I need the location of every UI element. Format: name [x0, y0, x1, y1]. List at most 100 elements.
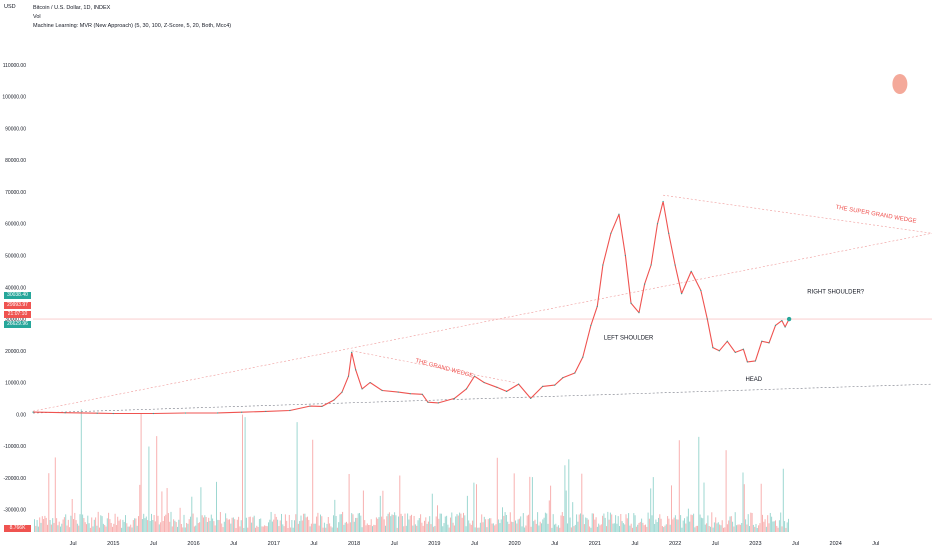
volume-bar	[446, 515, 448, 532]
volume-bar	[127, 526, 129, 532]
volume-bar	[347, 523, 349, 532]
chart-annotation[interactable]: RIGHT SHOULDER?	[807, 290, 865, 296]
symbol-label[interactable]: Bitcoin / U.S. Dollar, 1D, INDEX	[33, 5, 111, 11]
volume-bar	[674, 515, 676, 532]
price-point	[761, 340, 763, 342]
volume-bar	[140, 413, 142, 532]
volume-bar	[751, 512, 753, 532]
volume-bar	[34, 519, 35, 532]
volume-bar	[544, 512, 546, 532]
volume-bar	[425, 517, 427, 532]
volume-bar	[408, 519, 410, 532]
chart-annotation[interactable]: THE GRAND WEDGE	[415, 358, 474, 379]
volume-bar	[138, 516, 139, 532]
volume-bar	[699, 514, 701, 532]
trend-line[interactable]	[32, 383, 932, 414]
volume-bar	[232, 517, 234, 532]
volume-bar	[587, 519, 589, 532]
volume-bar	[444, 516, 446, 532]
volume-bar	[616, 523, 618, 532]
volume-bar	[255, 527, 256, 532]
volume-bar	[581, 473, 583, 532]
volume-bar	[190, 516, 191, 532]
volume-bar	[677, 519, 679, 532]
volume-bar	[346, 521, 347, 532]
volume-bar	[147, 520, 149, 532]
volume-bar	[778, 520, 780, 532]
y-tick-label: 90000.00	[5, 126, 26, 132]
volume-bar	[719, 524, 721, 532]
volume-bar	[617, 516, 619, 532]
volume-bar	[632, 527, 633, 532]
volume-bar	[502, 507, 503, 532]
volume-bar	[343, 524, 345, 532]
volume-bar	[669, 524, 671, 532]
volume-bar	[184, 527, 186, 532]
volume-bar	[557, 525, 559, 532]
chart-annotation[interactable]: HEAD	[745, 377, 762, 383]
x-tick-label: 2021	[589, 541, 601, 547]
volume-bar	[395, 515, 397, 532]
volume-bar	[515, 520, 516, 532]
chart-annotation[interactable]: LEFT SHOULDER	[604, 336, 654, 342]
volume-bar	[620, 514, 622, 532]
volume-bar	[570, 527, 572, 532]
price-series-line[interactable]	[32, 200, 790, 415]
volume-bar	[76, 523, 78, 532]
volume-bar	[73, 519, 74, 532]
volume-bar	[383, 519, 385, 532]
volume-legend-label[interactable]: Vol	[33, 14, 41, 20]
volume-bar	[426, 523, 428, 532]
volume-bar	[574, 524, 576, 532]
indicator-legend-label[interactable]: Machine Learning: MVR (New Approach) (5,…	[33, 23, 232, 29]
volume-bar	[212, 518, 214, 532]
volume-bar	[204, 515, 206, 532]
volume-bar	[331, 527, 333, 532]
volume-bar	[110, 522, 112, 532]
volume-bar	[382, 490, 384, 532]
trend-line[interactable]	[663, 194, 932, 234]
price-tag-3: 21:07:10	[4, 311, 31, 318]
volume-bar	[301, 520, 303, 532]
volume-bar	[235, 527, 237, 532]
volume-bar	[365, 525, 367, 532]
price-point	[96, 412, 98, 414]
price-point	[64, 412, 66, 414]
volume-bar	[197, 523, 199, 532]
volume-bar	[641, 518, 643, 532]
volume-bar	[659, 514, 661, 532]
volume-bar	[165, 514, 167, 532]
volume-bar	[275, 516, 277, 532]
volume-bar	[686, 516, 688, 532]
volume-bar	[247, 527, 249, 532]
volume-bar	[654, 523, 656, 532]
volume-bar	[599, 525, 601, 532]
volume-bar	[214, 525, 216, 532]
y-tick-label: 20000.00	[5, 349, 26, 355]
price-point	[662, 200, 664, 203]
volume-bar	[489, 518, 490, 532]
volume-bar	[338, 522, 340, 532]
volume-bar	[69, 527, 71, 532]
volume-bar	[560, 515, 562, 532]
volume-bar	[591, 513, 593, 532]
volume-bar	[621, 521, 623, 532]
volume-bar	[258, 519, 260, 532]
volume-bar	[655, 519, 657, 532]
volume-bar	[327, 517, 329, 532]
volume-bar	[746, 524, 748, 532]
trend-line[interactable]	[32, 232, 932, 412]
price-point	[554, 384, 556, 386]
volume-bar	[158, 524, 160, 532]
volume-bar	[422, 525, 424, 532]
marker-circle[interactable]	[892, 73, 908, 94]
price-point	[32, 411, 34, 413]
volume-bar	[295, 514, 297, 532]
volume-bar	[473, 482, 475, 532]
volume-bar	[314, 523, 316, 532]
price-point	[289, 409, 291, 412]
y-tick-label: 70000.00	[5, 190, 26, 196]
chart-annotation[interactable]: THE SUPER GRAND WEDGE	[835, 205, 917, 225]
